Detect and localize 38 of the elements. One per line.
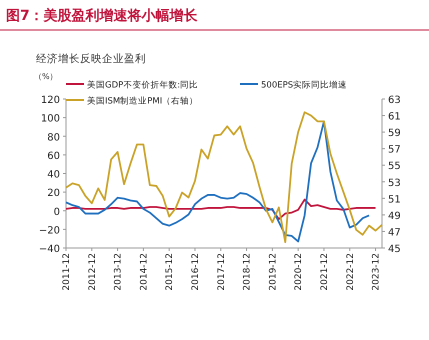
y-tick-label: −40: [38, 244, 60, 255]
legend-label: 美国GDP不变价折年数:同比: [87, 80, 198, 90]
y-tick-label: 20: [47, 188, 60, 200]
y2-tick-label: 59: [388, 128, 401, 140]
legend-label: 美国ISM制造业PMI（右轴）: [87, 96, 198, 106]
x-tick-label: 2016-12: [190, 253, 201, 291]
x-tick-label: 2022-12: [346, 253, 356, 291]
y-tick-label: 100: [40, 114, 60, 125]
legend-label: 500EPS实际同比增速: [261, 80, 348, 90]
x-tick-label: 2012-12: [88, 253, 98, 291]
y-tick-label: 40: [47, 170, 60, 180]
y-tick-label: 0: [54, 206, 60, 218]
x-tick-label: 2015-12: [165, 253, 176, 291]
x-tick-label: 2023-12: [372, 253, 382, 291]
x-tick-label: 2014-12: [139, 253, 150, 291]
y2-tick-label: 51: [388, 194, 401, 206]
chart-subtitle: 经济增长反映企业盈利: [36, 52, 146, 65]
chart-title: 图7：美股盈利增速将小幅增长: [6, 7, 199, 24]
y2-tick-label: 53: [388, 178, 401, 189]
y-tick-label: 60: [47, 150, 60, 162]
x-tick-label: 2018-12: [242, 253, 253, 291]
y-axis-title: （%）: [34, 72, 58, 81]
y-tick-label: −20: [38, 225, 60, 236]
y2-tick-label: 49: [388, 210, 401, 222]
y2-tick-label: 63: [388, 95, 401, 106]
y2-tick-label: 61: [388, 112, 401, 123]
x-tick-label: 2011-12: [62, 253, 72, 291]
y2-tick-label: 55: [388, 161, 401, 172]
x-tick-label: 2019-12: [268, 253, 278, 291]
x-tick-label: 2017-12: [216, 253, 227, 291]
y-tick-label: 80: [47, 132, 60, 144]
y2-tick-label: 47: [388, 227, 401, 238]
x-tick-label: 2021-12: [320, 253, 330, 291]
y2-tick-label: 57: [388, 144, 401, 156]
y-tick-label: 120: [40, 95, 60, 106]
y2-tick-label: 45: [388, 244, 401, 255]
x-tick-label: 2020-12: [294, 253, 304, 291]
x-tick-label: 2013-12: [114, 253, 124, 291]
